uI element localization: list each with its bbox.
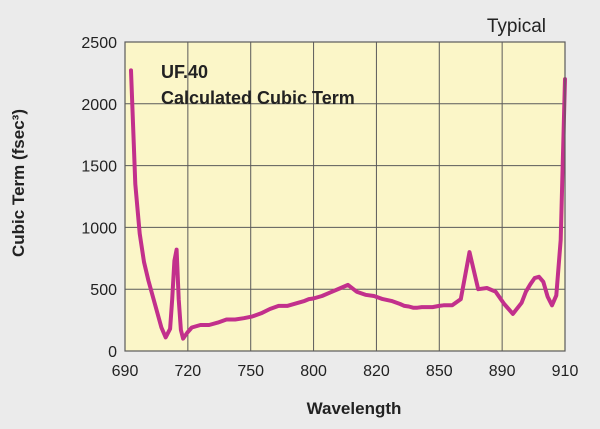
y-tick-label: 1500 bbox=[81, 159, 117, 176]
plot-area bbox=[125, 42, 565, 351]
x-tick-label: 720 bbox=[175, 363, 202, 380]
x-tick-label: 690 bbox=[112, 363, 139, 380]
y-tick-label: 0 bbox=[108, 344, 117, 361]
x-tick-label: 890 bbox=[489, 363, 516, 380]
x-tick-label: 800 bbox=[300, 363, 327, 380]
y-tick-label: 1000 bbox=[81, 220, 117, 237]
y-axis-ticks: 0 500 1000 1500 2000 2500 bbox=[81, 35, 117, 361]
x-tick-label: 850 bbox=[426, 363, 453, 380]
y-tick-label: 2500 bbox=[81, 35, 117, 52]
x-tick-label: 820 bbox=[363, 363, 390, 380]
y-axis-title: Cubic Term (fsec³) bbox=[9, 109, 28, 257]
y-tick-label: 2000 bbox=[81, 97, 117, 114]
corner-label: Typical bbox=[487, 16, 546, 37]
chart-title-line-2: Calculated Cubic Term bbox=[161, 88, 355, 108]
x-axis-title: Wavelength bbox=[307, 399, 402, 418]
x-tick-label: 910 bbox=[552, 363, 579, 380]
x-tick-label: 750 bbox=[237, 363, 264, 380]
x-axis-ticks: 690 720 750 800 820 850 890 910 bbox=[112, 363, 579, 380]
chart-title-line-1: UF.40 bbox=[161, 62, 208, 82]
series-line-cubic-term bbox=[129, 68, 567, 341]
y-tick-label: 500 bbox=[90, 282, 117, 299]
plot-frame bbox=[124, 41, 566, 352]
